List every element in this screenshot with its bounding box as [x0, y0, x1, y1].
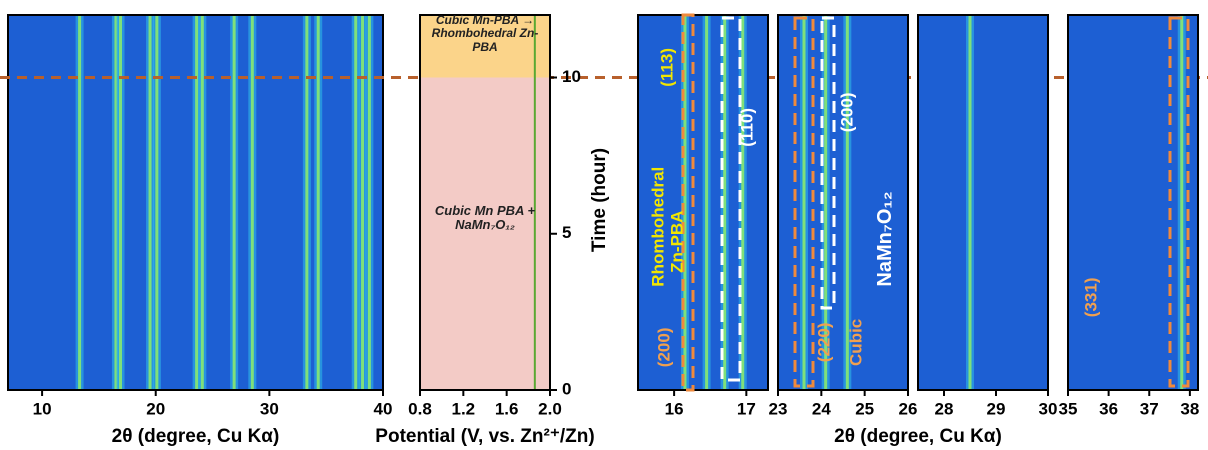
region-label: Cubic Mn PBA + NaMn₇O₁₂	[424, 204, 546, 233]
x-tick-label: 10	[33, 399, 52, 418]
region-label: Cubic Mn-PBA → Rhombohedral Zn-PBA	[424, 14, 546, 54]
x-tick-label: 38	[1180, 399, 1199, 418]
annotation: (331)	[1083, 272, 1102, 322]
x-tick-label: 16	[665, 399, 684, 418]
x-tick-label: 1.2	[452, 399, 476, 418]
peak	[78, 15, 81, 390]
peak	[368, 15, 371, 390]
annotation: Rhombohedral Zn-PBA	[649, 197, 686, 287]
figure: 10 20 30 40 2θ (degree, Cu Kα) 0 5 10 Time (hour…	[0, 0, 1208, 450]
annotation: (220)	[816, 317, 835, 367]
x-tick-label: 30	[260, 399, 279, 418]
peak	[1180, 15, 1183, 390]
peak	[119, 15, 122, 390]
peak	[233, 15, 236, 390]
x-tick-label: 37	[1140, 399, 1159, 418]
x-tick-label: 25	[855, 399, 874, 418]
x-tick-label: 28	[935, 399, 954, 418]
x-tick-label: 36	[1099, 399, 1118, 418]
chart: 10 20 30 40 2θ (degree, Cu Kα) 0 5 10 Time (hour…	[0, 0, 1208, 450]
x-tick-label: 26	[899, 399, 918, 418]
peak	[354, 15, 357, 390]
x-tick-label: 0.8	[408, 399, 432, 418]
peak	[155, 15, 158, 390]
peak	[969, 15, 972, 390]
peak	[361, 15, 364, 390]
x-tick-label: 20	[146, 399, 165, 418]
x-axis-label: 2θ (degree, Cu Kα)	[834, 426, 1002, 447]
peak	[201, 15, 204, 390]
peak	[723, 15, 726, 390]
x-tick-label: 1.6	[495, 399, 519, 418]
annotation: Cubic	[848, 317, 867, 367]
y-tick-label: 10	[562, 67, 581, 86]
x-tick-label: 23	[769, 399, 788, 418]
peak	[195, 15, 198, 390]
peak	[251, 15, 254, 390]
annotation: (110)	[739, 102, 758, 152]
x-tick-label: 40	[374, 399, 393, 418]
annotation: (200)	[656, 322, 675, 372]
x-tick-label: 2.0	[538, 399, 562, 418]
annotation: (113)	[659, 42, 678, 92]
peak	[149, 15, 152, 390]
peak	[305, 15, 308, 390]
x-tick-label: 24	[812, 399, 831, 418]
peak	[803, 15, 806, 390]
y-axis-label: Time (hour)	[589, 148, 610, 252]
y-tick-label: 5	[562, 223, 571, 242]
annotation: NaMn₇O₁₂	[874, 184, 896, 294]
peak	[705, 15, 708, 390]
x-tick-label: 30	[1039, 399, 1058, 418]
region	[420, 78, 550, 391]
x-tick-label: 35	[1059, 399, 1078, 418]
x-axis-label: Potential (V, vs. Zn²⁺/Zn)	[375, 426, 594, 447]
x-tick-label: 29	[987, 399, 1006, 418]
heatmap-bg	[918, 15, 1048, 390]
x-tick-label: 17	[737, 399, 756, 418]
y-tick-label: 0	[562, 379, 571, 398]
peak	[317, 15, 320, 390]
x-axis-label: 2θ (degree, Cu Kα)	[112, 426, 280, 447]
peak	[741, 15, 744, 390]
annotation: (200)	[839, 87, 858, 137]
